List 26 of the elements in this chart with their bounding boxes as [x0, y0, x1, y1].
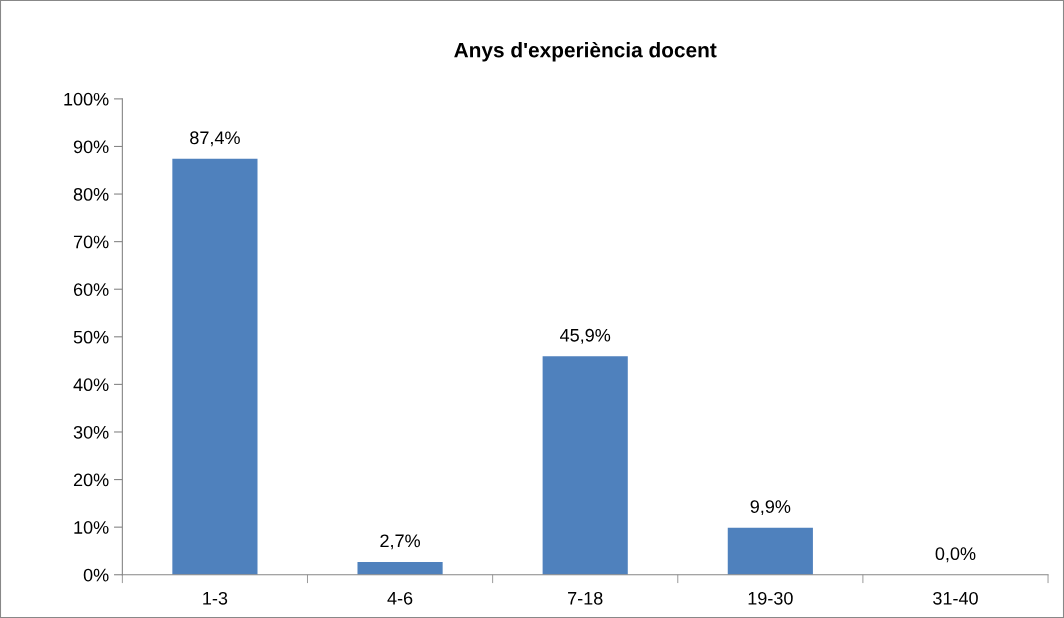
y-tick-label: 40% — [73, 378, 109, 392]
data-label: 0,0% — [935, 547, 976, 563]
bar — [172, 158, 258, 575]
y-tick-label: 70% — [73, 235, 109, 249]
y-tick-label: 60% — [73, 283, 109, 296]
y-tick-label: 80% — [73, 187, 109, 201]
x-tick-label: 4-6 — [387, 591, 413, 605]
x-tick-label: 7-18 — [568, 591, 603, 605]
x-tick-label: 1-3 — [203, 591, 228, 605]
data-label: 87,4% — [190, 131, 240, 147]
y-tick-label: 0% — [83, 568, 109, 582]
data-label: 9,9% — [750, 500, 791, 516]
x-tick-label: 19-30 — [748, 591, 793, 605]
bar — [357, 561, 443, 575]
y-tick-label: 100% — [64, 92, 109, 106]
data-label: 2,7% — [380, 534, 420, 550]
bar — [727, 527, 813, 575]
x-tick-label: 31-40 — [933, 591, 978, 605]
y-tick-label: 20% — [73, 473, 109, 487]
y-tick-label: 30% — [73, 425, 109, 439]
bar — [542, 356, 628, 575]
y-tick-label: 10% — [74, 521, 109, 534]
chart-title: Anys d'experiència docent — [454, 41, 717, 62]
y-tick-label: 50% — [73, 330, 109, 344]
data-label: 45,9% — [560, 328, 611, 344]
y-tick-label: 90% — [73, 140, 109, 154]
